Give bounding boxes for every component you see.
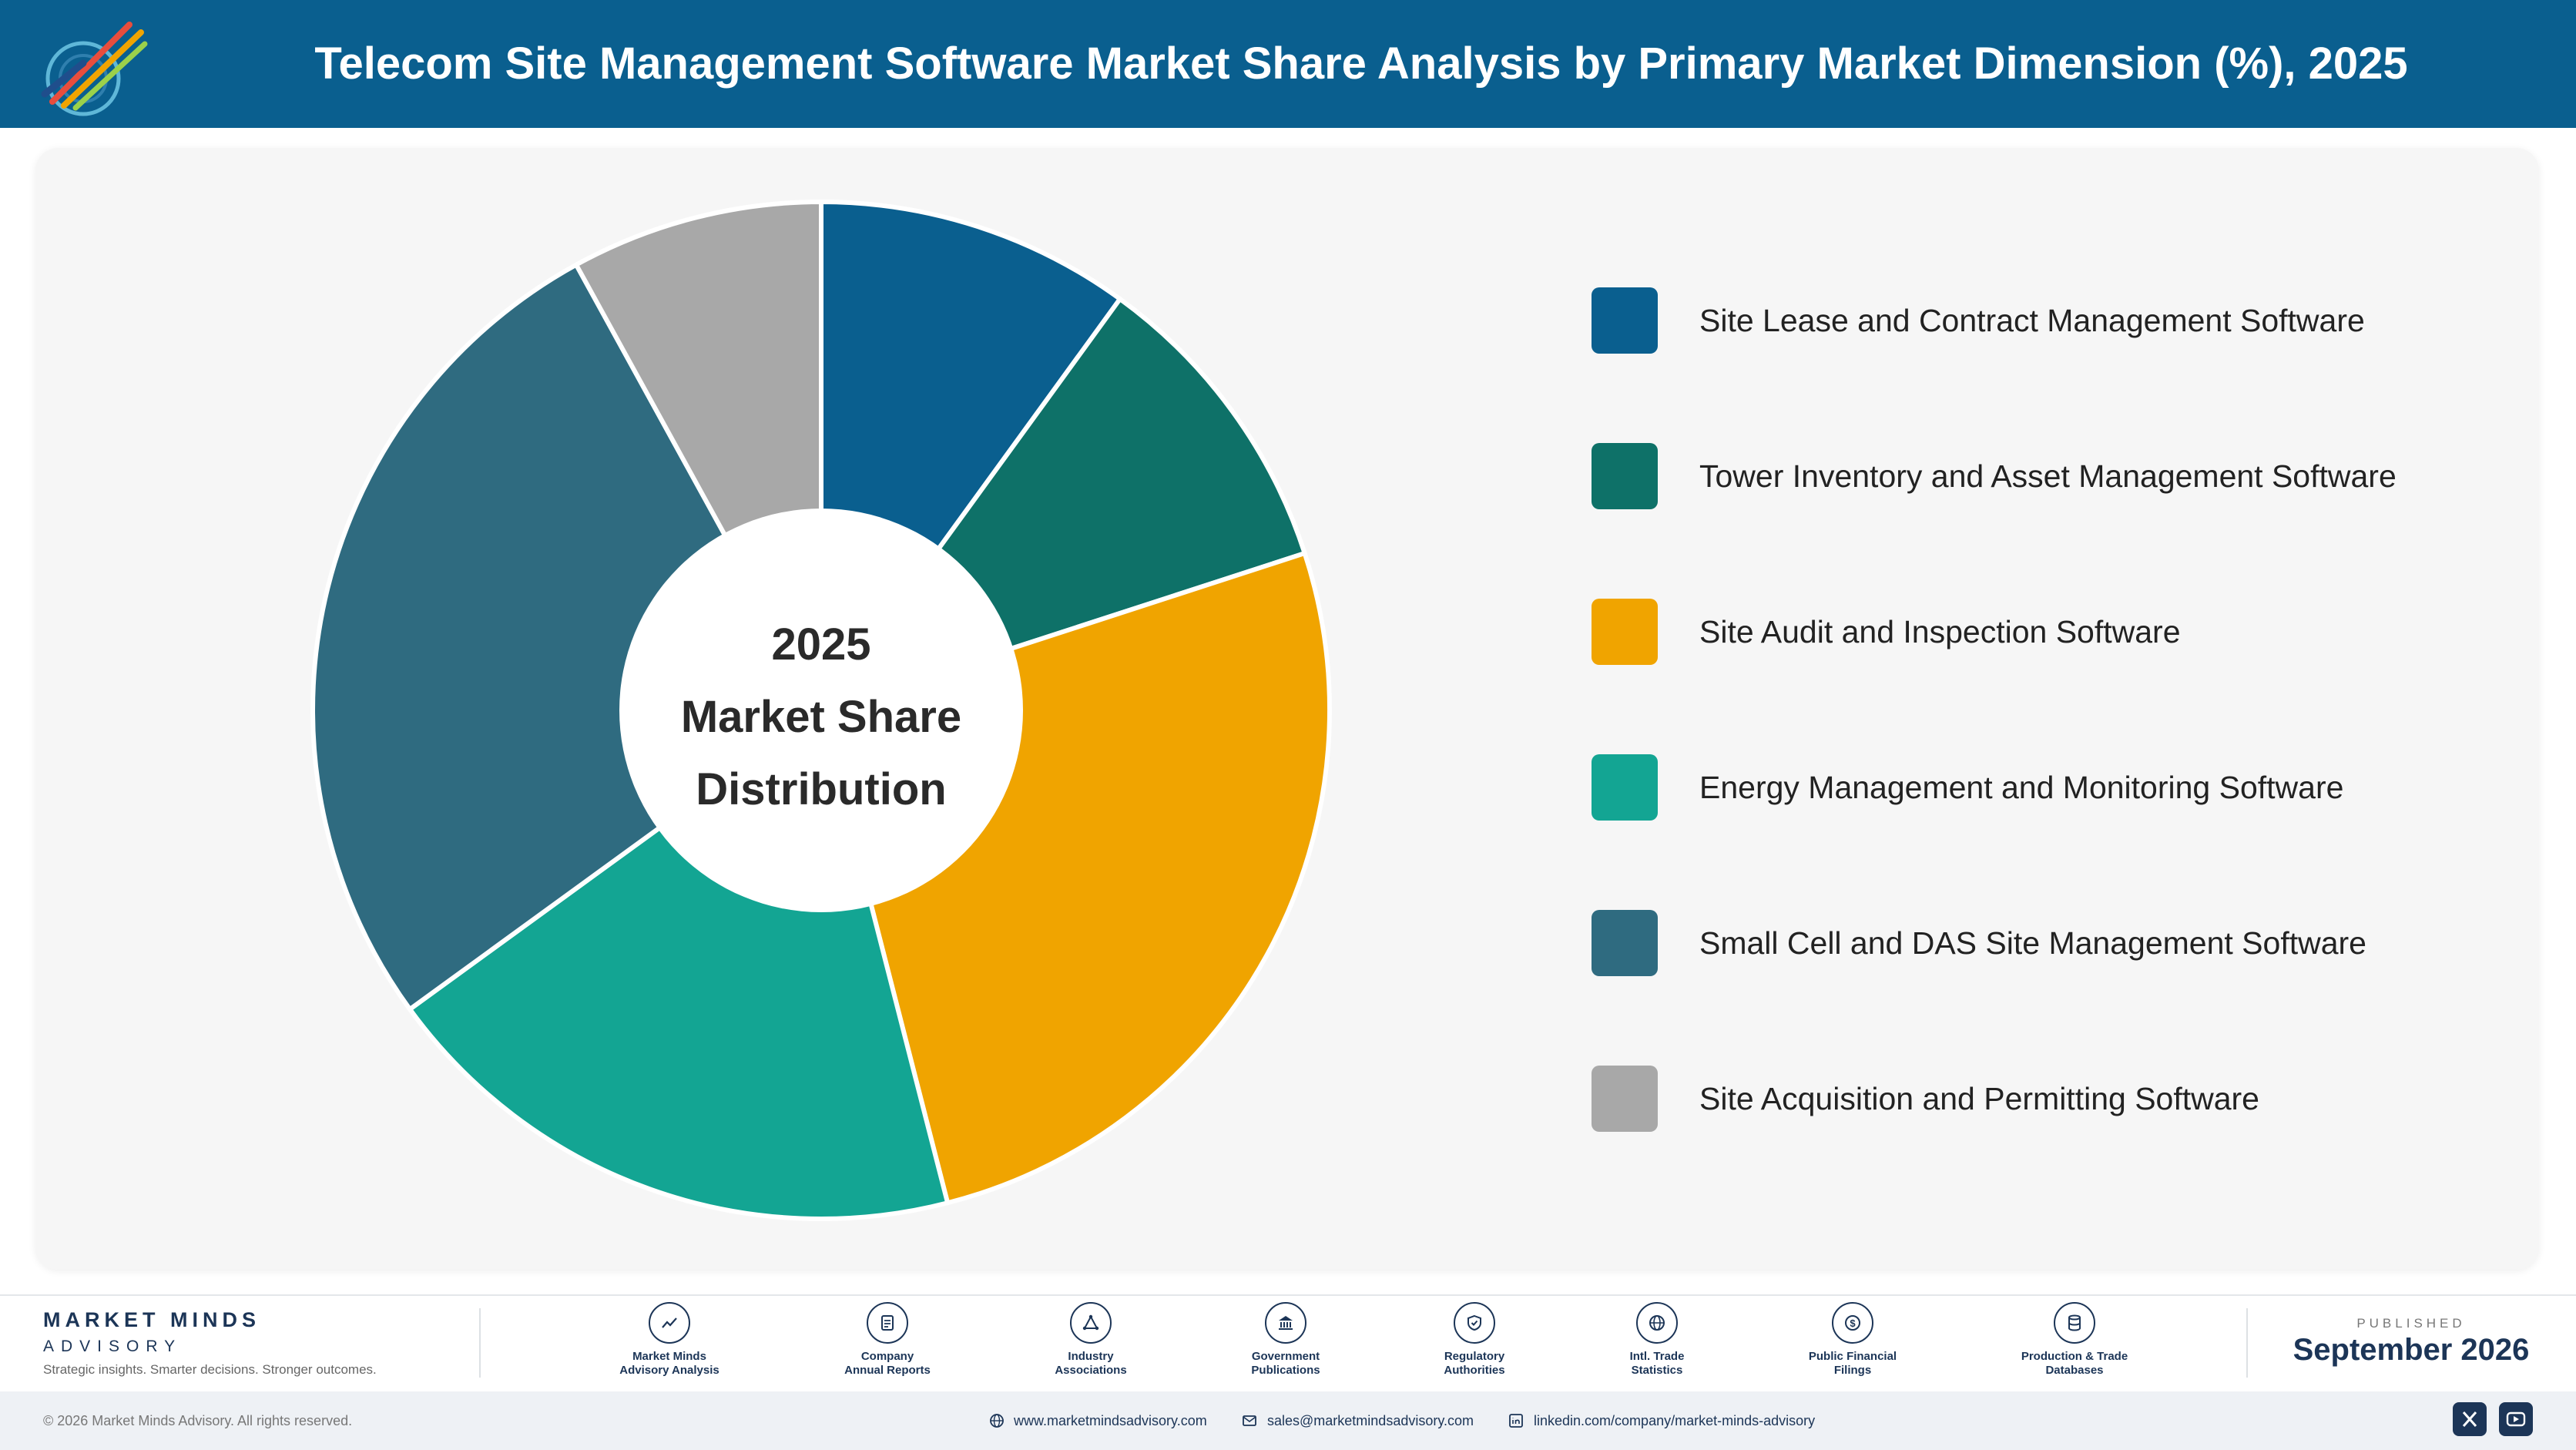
x-social-button[interactable]	[2453, 1402, 2487, 1436]
center-label-line-2: Market Share	[680, 692, 962, 742]
legend-item: Site Acquisition and Permitting Software	[1592, 1066, 2516, 1132]
source-trade-databases: Production & Trade Databases	[1997, 1302, 2152, 1378]
donut-slice	[310, 262, 823, 1012]
trend-icon	[649, 1302, 690, 1344]
mail-icon	[1243, 1415, 1256, 1426]
brand-name: MARKET MINDS	[43, 1308, 260, 1331]
youtube-social-button[interactable]	[2499, 1402, 2533, 1436]
source-label-line-1: Regulatory	[1444, 1350, 1505, 1363]
legend-swatch	[1592, 443, 1658, 509]
donut-chart	[310, 200, 1332, 1221]
legend-label: Site Acquisition and Permitting Software	[1699, 1081, 2259, 1116]
legend-swatch	[1592, 754, 1658, 821]
source-label-line-2: Advisory Analysis	[619, 1364, 719, 1377]
header-bar: Telecom Site Management Software Market …	[0, 0, 2576, 128]
document-icon	[867, 1302, 908, 1344]
source-label-line-1: Intl. Trade	[1629, 1350, 1685, 1363]
website-link[interactable]: www.marketmindsadvisory.com	[1014, 1413, 1207, 1428]
legend-label: Energy Management and Monitoring Softwar…	[1699, 770, 2344, 805]
source-financial-filings: $ Public Financial Filings	[1776, 1302, 1930, 1378]
database-icon	[2054, 1302, 2095, 1344]
divider	[479, 1308, 481, 1378]
donut-hole	[619, 509, 1023, 912]
source-label-line-1: Production & Trade	[2021, 1350, 2128, 1363]
published-label: PUBLISHED	[2356, 1316, 2466, 1331]
center-label-line-1: 2025	[771, 619, 871, 670]
copyright-text: © 2026 Market Minds Advisory. All rights…	[43, 1413, 353, 1428]
legend-swatch	[1592, 910, 1658, 976]
legend-swatch	[1592, 1066, 1658, 1132]
source-regulatory-authorities: Regulatory Authorities	[1397, 1302, 1551, 1378]
legend-item: Site Lease and Contract Management Softw…	[1592, 287, 2516, 354]
source-trade-statistics: Intl. Trade Statistics	[1580, 1302, 1734, 1378]
source-company-reports: Company Annual Reports	[810, 1302, 964, 1378]
divider	[2246, 1308, 2248, 1378]
brand-tagline: Strategic insights. Smarter decisions. S…	[43, 1362, 377, 1377]
source-label-line-2: Authorities	[1444, 1364, 1505, 1377]
legend-label: Site Audit and Inspection Software	[1699, 614, 2181, 649]
legend-item: Energy Management and Monitoring Softwar…	[1592, 754, 2516, 821]
source-label-line-1: Public Financial	[1808, 1350, 1897, 1363]
source-label-line-1: Company	[860, 1350, 914, 1363]
source-label-line-2: Statistics	[1631, 1364, 1683, 1377]
legend-label: Small Cell and DAS Site Management Softw…	[1699, 925, 2366, 961]
center-label-line-3: Distribution	[696, 764, 947, 814]
x-logo-icon	[2462, 1411, 2477, 1427]
dollar-coin-icon: $	[1832, 1302, 1873, 1344]
legend-swatch	[1592, 287, 1658, 354]
source-label-line-2: Publications	[1251, 1364, 1320, 1377]
source-label-line-1: Market Minds	[632, 1350, 706, 1363]
legend-swatch	[1592, 599, 1658, 665]
company-logo-icon	[41, 22, 148, 116]
legend-item: Site Audit and Inspection Software	[1592, 599, 2516, 665]
published-date: September 2026	[2293, 1333, 2530, 1367]
globe-icon	[1636, 1302, 1678, 1344]
source-government-publications: Government Publications	[1209, 1302, 1363, 1378]
shield-check-icon	[1454, 1302, 1495, 1344]
source-label-line-2: Filings	[1833, 1364, 1872, 1377]
legend-label: Site Lease and Contract Management Softw…	[1699, 303, 2365, 338]
legend-item: Small Cell and DAS Site Management Softw…	[1592, 910, 2516, 976]
footer-contact-bar	[0, 1391, 2576, 1450]
brand-subtitle: ADVISORY	[43, 1338, 183, 1355]
legend-label: Tower Inventory and Asset Management Sof…	[1699, 458, 2397, 494]
source-label-line-1: Government	[1251, 1350, 1320, 1363]
youtube-logo-icon	[2506, 1411, 2526, 1427]
svg-text:$: $	[1850, 1317, 1856, 1329]
source-label-line-2: Associations	[1055, 1364, 1127, 1377]
source-label-line-2: Databases	[2045, 1364, 2104, 1377]
source-industry-associations: Industry Associations	[1014, 1302, 1168, 1378]
email-link[interactable]: sales@marketmindsadvisory.com	[1267, 1413, 1474, 1428]
linkedin-icon	[1509, 1414, 1523, 1428]
network-icon	[1070, 1302, 1112, 1344]
source-label-line-2: Annual Reports	[844, 1364, 931, 1377]
legend-item: Tower Inventory and Asset Management Sof…	[1592, 443, 2516, 509]
globe-icon	[990, 1414, 1004, 1428]
government-building-icon	[1265, 1302, 1306, 1344]
page-title: Telecom Site Management Software Market …	[314, 39, 2408, 89]
source-market-minds-analysis: Market Minds Advisory Analysis	[592, 1302, 746, 1378]
chart-card: 2025 Market Share Distribution Site Leas…	[35, 148, 2539, 1270]
linkedin-link[interactable]: linkedin.com/company/market-minds-adviso…	[1534, 1413, 1816, 1428]
source-label-line-1: Industry	[1068, 1350, 1114, 1363]
